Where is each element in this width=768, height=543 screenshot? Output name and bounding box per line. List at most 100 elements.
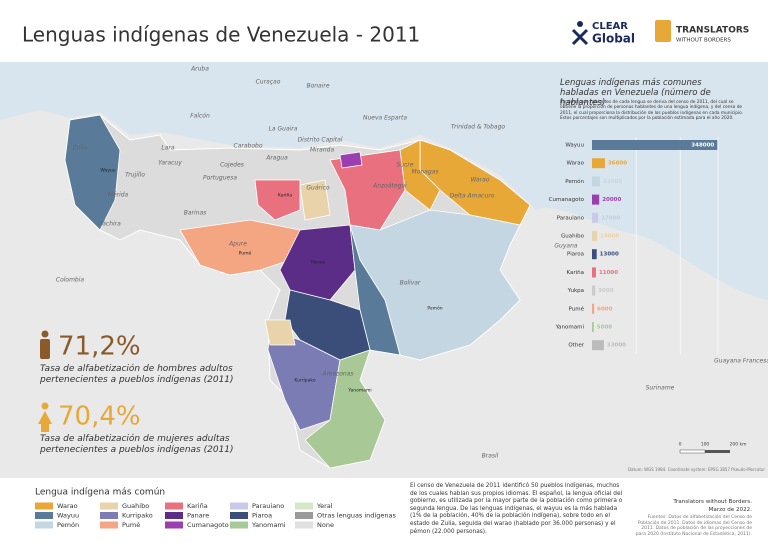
language-regions <box>64 114 531 469</box>
legend-label: Cumanagoto <box>187 521 229 529</box>
scale-label: 0 <box>679 442 682 448</box>
legend-label: Guahibo <box>122 502 149 510</box>
place-label: Suriname <box>646 385 675 392</box>
legend-label: Kurripako <box>122 512 153 520</box>
place-label: Yaracuy <box>158 160 182 167</box>
place-label: Apure <box>228 241 247 248</box>
place-label: Pumé <box>239 250 252 257</box>
value-label: 5000 <box>597 325 612 331</box>
place-label: Nueva Esparta <box>363 115 407 122</box>
legend-swatch <box>295 521 313 529</box>
legend-swatch <box>35 521 53 529</box>
place-label: Distrito Capital <box>298 137 343 144</box>
place-label: Anzoátegui <box>372 183 407 190</box>
legend-swatch <box>100 502 118 510</box>
place-label: Barinas <box>184 210 207 217</box>
place-label: Kariña <box>278 193 293 199</box>
category-label: Kariña <box>566 270 584 276</box>
description: El censo de Venezuela de 2011 identificó… <box>410 483 623 535</box>
place-label: Yanomami <box>347 388 371 394</box>
place-label: Táchira <box>99 221 121 228</box>
value-label: 36000 <box>608 161 627 167</box>
place-label: Guyana <box>554 243 577 250</box>
category-label: Warao <box>567 161 585 167</box>
credit-org: Translators without Borders. <box>673 499 752 505</box>
bar <box>592 303 595 314</box>
logo-text: WITHOUT BORDERS <box>676 38 731 44</box>
legend-label: Panare <box>187 512 209 520</box>
sea <box>0 62 768 300</box>
place-label: Bonaire <box>306 83 329 90</box>
bar <box>592 158 605 169</box>
place-label: Monagas <box>412 169 439 176</box>
bar <box>592 322 594 332</box>
value-label: 20000 <box>602 197 621 203</box>
place-label: Warao <box>470 177 489 184</box>
value-label: 22000 <box>603 179 622 185</box>
legend-label: Kariña <box>187 502 208 510</box>
scale-bar <box>679 449 706 454</box>
logo-icon <box>571 28 589 46</box>
bar <box>592 249 597 260</box>
legend-swatch <box>230 512 248 519</box>
category-label: Pemón <box>565 178 584 185</box>
legend-label: Yeral <box>316 502 333 510</box>
region-pume <box>179 219 301 276</box>
male-icon <box>40 330 50 359</box>
stat-label: Tasa de alfabetización de hombres adulto… <box>40 364 234 385</box>
scale-label: 200 km <box>729 442 746 448</box>
value-label: 33000 <box>607 343 626 349</box>
legend-swatch <box>295 512 313 519</box>
region-wayuu <box>64 114 121 231</box>
legend-label: None <box>317 521 334 529</box>
legend-label: Yanomami <box>251 521 286 529</box>
category-label: Yukpa <box>567 288 584 294</box>
place-label: Colombia <box>56 277 85 284</box>
place-label: Cojedes <box>220 162 244 169</box>
legend-title: Lengua indígena más común <box>35 488 165 498</box>
page-title: Lenguas indígenas de Venezuela - 2011 <box>22 23 420 47</box>
place-label: Carabobo <box>234 143 263 150</box>
place-label: Delta Amacuro <box>450 193 495 200</box>
logo-icon <box>655 20 671 42</box>
value-label: 17000 <box>601 215 620 221</box>
chart-title: Lenguas indígenas más comunes habladas e… <box>560 78 711 108</box>
bar <box>592 285 596 296</box>
region-guahibo <box>299 179 331 221</box>
place-label: Guayana Francesa <box>714 358 768 365</box>
region-kurripako <box>267 329 341 431</box>
logo-text: TRANSLATORS <box>676 26 749 36</box>
female-icon <box>38 402 52 432</box>
legend-swatch <box>165 512 183 519</box>
place-label: Trujillo <box>125 172 145 179</box>
legend-swatch <box>35 502 53 510</box>
legend-swatch <box>165 502 183 510</box>
place-label: Falcón <box>190 113 210 120</box>
credit-date: Marzo de 2022. <box>708 507 752 513</box>
legend-label: Pumé <box>122 521 140 529</box>
map-credit: Datum: WGS 1984. Coordinate system: EPSG… <box>628 467 765 472</box>
place-label: Portuguesa <box>203 175 237 182</box>
legend-swatch <box>100 521 118 529</box>
place-label: Lara <box>161 145 174 152</box>
legend-label: Warao <box>57 502 78 510</box>
region-wayuu <box>349 224 401 356</box>
legend-label: Wayuu <box>57 512 79 520</box>
bar <box>592 267 596 278</box>
stat-value: 70,4% <box>58 402 141 432</box>
place-label: Aragua <box>265 155 288 162</box>
region-yanomami <box>304 349 386 469</box>
bar <box>592 176 600 187</box>
place-label: Guárico <box>306 185 330 192</box>
chart-subtitle: El número de hablantes de cada lengua se… <box>560 100 744 122</box>
category-label: Cumanagoto <box>549 197 585 203</box>
category-label: Guahibo <box>561 234 585 240</box>
place-label: Aruba <box>190 66 209 73</box>
twb-logo <box>655 20 671 42</box>
place-label: Pemón <box>427 305 442 312</box>
footer-background <box>0 478 768 543</box>
value-label: 6000 <box>597 306 612 312</box>
legend-label: Parauiano <box>252 502 284 510</box>
place-label: Mérida <box>108 192 129 199</box>
